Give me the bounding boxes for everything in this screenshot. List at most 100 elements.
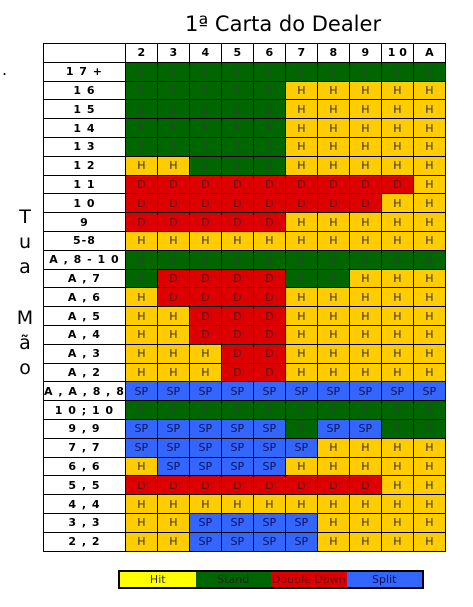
strategy-cell: D [284, 193, 318, 214]
strategy-cell: SP [284, 512, 318, 533]
strategy-cell: D [220, 362, 254, 383]
strategy-cell: D [188, 475, 222, 496]
strategy-cell: H [124, 512, 158, 533]
strategy-cell: H [380, 306, 414, 326]
strategy-cell: D [252, 324, 286, 345]
hand-label: 9 [43, 212, 126, 232]
strategy-cell: SP [188, 512, 222, 533]
strategy-cell: S [188, 80, 222, 101]
strategy-cell: H [412, 287, 446, 308]
strategy-cell: D [316, 475, 350, 496]
side-letter: u [18, 231, 32, 253]
strategy-cell: H [380, 475, 414, 496]
dealer-card-header: 8 [316, 43, 350, 63]
strategy-cell: D [252, 306, 286, 326]
table-row: 1 7 + S S S S S S S S S S [43, 61, 446, 82]
strategy-cell: H [412, 193, 446, 214]
strategy-cell: D [252, 174, 286, 195]
strategy-cell: D [156, 268, 190, 289]
strategy-cell: H [412, 99, 446, 120]
strategy-cell: S [220, 61, 254, 82]
table-row: 5-8 H H H H H H H H H H [43, 230, 446, 251]
strategy-cell: H [156, 306, 190, 326]
strategy-cell: S [316, 61, 350, 82]
strategy-cell: H [284, 362, 318, 383]
strategy-cell: D [220, 343, 254, 364]
strategy-cell: H [316, 118, 350, 138]
strategy-cell: H [348, 287, 382, 308]
strategy-cell: H [316, 343, 350, 364]
strategy-cell: H [188, 343, 222, 364]
legend: Hit Stand Double Down Split [118, 570, 424, 589]
strategy-cell: SP [284, 437, 318, 458]
strategy-cell: H [252, 494, 286, 514]
table-row: A , A , 8 , 8 SP SP SP SP SP SP SP SP SP SP [43, 381, 446, 402]
strategy-cell: H [284, 136, 318, 157]
strategy-cell: S [188, 136, 222, 157]
hand-label: A , 7 [43, 268, 126, 289]
strategy-cell: S [316, 249, 350, 270]
strategy-cell: S [252, 155, 286, 176]
strategy-cell: SP [156, 418, 190, 439]
strategy-cell: S [124, 99, 158, 120]
strategy-cell: D [156, 287, 190, 308]
hand-label: 7 , 7 [43, 437, 126, 458]
strategy-cell: S [252, 136, 286, 157]
legend-stand: Stand [195, 572, 271, 587]
strategy-cell: H [412, 456, 446, 477]
strategy-cell: D [220, 287, 254, 308]
strategy-cell: S [284, 249, 318, 270]
strategy-cell: H [380, 136, 414, 157]
strategy-cell: D [220, 475, 254, 496]
strategy-cell: SP [252, 437, 286, 458]
side-letter: T [19, 206, 31, 228]
strategy-cell: H [380, 456, 414, 477]
strategy-cell: H [124, 324, 158, 345]
hand-label: A , 5 [43, 306, 126, 326]
strategy-cell: H [348, 212, 382, 232]
strategy-cell: SP [284, 381, 318, 402]
strategy-cell: D [220, 324, 254, 345]
hand-label: 2 , 2 [43, 531, 126, 552]
strategy-cell: H [220, 494, 254, 514]
strategy-cell: H [124, 155, 158, 176]
strategy-cell: S [316, 400, 350, 420]
strategy-cell: S [188, 249, 222, 270]
strategy-cell: D [252, 362, 286, 383]
strategy-cell: H [380, 118, 414, 138]
strategy-cell: H [284, 118, 318, 138]
strategy-cell: D [188, 268, 222, 289]
hand-label: 1 7 + [43, 61, 126, 82]
strategy-cell: H [284, 212, 318, 232]
hand-label: A , 2 [43, 362, 126, 383]
dealer-card-header: 7 [284, 43, 318, 63]
strategy-cell: SP [380, 381, 414, 402]
strategy-cell: D [380, 174, 414, 195]
strategy-cell: H [380, 230, 414, 251]
strategy-cell: H [124, 362, 158, 383]
strategy-cell: H [412, 80, 446, 101]
strategy-cell: S [188, 118, 222, 138]
strategy-cell: S [220, 136, 254, 157]
strategy-cell: S [188, 99, 222, 120]
strategy-cell: H [348, 306, 382, 326]
strategy-cell: H [380, 155, 414, 176]
strategy-cell: H [316, 362, 350, 383]
table-row: 7 , 7 SP SP SP SP SP SP H H H H [43, 437, 446, 458]
strategy-cell: D [156, 475, 190, 496]
strategy-cell: H [124, 343, 158, 364]
strategy-cell: H [188, 362, 222, 383]
strategy-cell: S [380, 400, 414, 420]
strategy-cell: S [220, 400, 254, 420]
strategy-cell: H [348, 155, 382, 176]
strategy-cell: D [284, 174, 318, 195]
strategy-cell: H [380, 343, 414, 364]
